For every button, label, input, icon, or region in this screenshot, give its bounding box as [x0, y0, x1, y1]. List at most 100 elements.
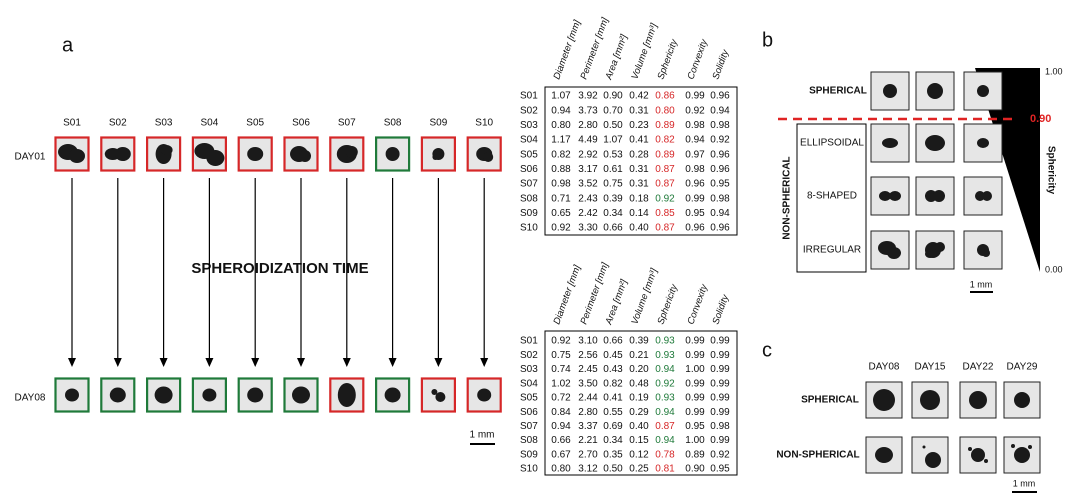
table-cell: 0.94	[685, 135, 705, 146]
spheroid	[883, 84, 897, 98]
table-cell: 0.92	[710, 449, 730, 460]
column-header: Volume [mm³]	[629, 22, 660, 81]
table-cell: 0.92	[685, 105, 705, 116]
row-label: S04	[520, 378, 538, 389]
table-cell: 0.53	[603, 149, 623, 160]
column-header: Convexity	[685, 282, 710, 326]
table-cell: 0.87	[655, 164, 675, 175]
day-label: DAY29	[1007, 362, 1038, 373]
table-cell: 0.23	[629, 120, 649, 131]
spheroid	[1014, 447, 1030, 463]
group-label: NON-SPHERICAL	[782, 156, 793, 239]
table-cell: 0.29	[629, 407, 649, 418]
arrowhead	[389, 358, 397, 367]
column-header: Solidity	[710, 292, 731, 326]
sample-label: S02	[109, 118, 127, 129]
table-cell: 0.94	[655, 364, 675, 375]
table-cell: 0.94	[551, 105, 571, 116]
row-label: NON-SPHERICAL	[776, 450, 859, 461]
table-cell: 1.00	[685, 435, 705, 446]
spheroid	[923, 446, 926, 449]
arrowhead	[251, 358, 259, 367]
day-label: DAY15	[915, 362, 946, 373]
spheroid	[1028, 445, 1032, 449]
table-cell: 0.84	[551, 407, 571, 418]
table-cell: 0.90	[685, 464, 705, 475]
table-cell: 0.80	[655, 105, 675, 116]
spheroid	[977, 85, 989, 97]
table-cell: 0.82	[551, 149, 571, 160]
table-cell: 3.30	[578, 223, 598, 234]
column-header: Solidity	[710, 47, 731, 81]
table-cell: 0.19	[629, 393, 649, 404]
spheroid	[477, 389, 491, 402]
table-cell: 3.17	[578, 164, 598, 175]
spheroid	[206, 150, 224, 166]
spheroid	[982, 249, 990, 257]
table-cell: 0.39	[629, 336, 649, 347]
table-cell: 0.92	[655, 378, 675, 389]
row-label: S07	[520, 179, 538, 190]
table-cell: 0.92	[551, 336, 571, 347]
table-cell: 0.82	[603, 378, 623, 389]
spheroid	[386, 147, 400, 161]
spheroid	[338, 383, 356, 407]
table-cell: 0.75	[603, 179, 623, 190]
table-cell: 0.96	[685, 179, 705, 190]
row-label: S07	[520, 421, 538, 432]
scale-label: 1 mm	[1013, 478, 1036, 488]
arrowhead	[297, 358, 305, 367]
table-cell: 0.99	[710, 364, 730, 375]
table-cell: 2.44	[578, 393, 598, 404]
table-cell: 0.96	[710, 164, 730, 175]
table-cell: 0.80	[551, 120, 571, 131]
panel-label: c	[762, 339, 772, 361]
table-cell: 0.94	[655, 407, 675, 418]
table-cell: 0.48	[629, 378, 649, 389]
spheroid	[873, 389, 895, 411]
table-cell: 0.40	[629, 421, 649, 432]
table-cell: 0.75	[551, 350, 571, 361]
table-cell: 0.99	[710, 378, 730, 389]
spheroid	[971, 448, 985, 462]
table-cell: 0.98	[551, 179, 571, 190]
table-cell: 0.15	[629, 435, 649, 446]
spheroid	[969, 391, 987, 409]
row-label: S09	[520, 208, 538, 219]
spheroid	[887, 247, 901, 259]
row-label: SPHERICAL	[809, 86, 867, 97]
table-cell: 0.28	[629, 149, 649, 160]
table-cell: 0.99	[710, 393, 730, 404]
row-label: S01	[520, 336, 538, 347]
row-label: IRREGULAR	[803, 245, 861, 256]
table-cell: 0.92	[710, 135, 730, 146]
spheroid	[65, 389, 79, 402]
table-cell: 2.43	[578, 193, 598, 204]
table-cell: 0.99	[685, 407, 705, 418]
scale-label: 1 mm	[970, 279, 993, 289]
spheroid	[299, 150, 311, 162]
arrowhead	[480, 358, 488, 367]
column-header: Diameter [mm]	[551, 18, 583, 81]
table-cell: 0.89	[685, 449, 705, 460]
table-cell: 2.42	[578, 208, 598, 219]
spheroid	[984, 459, 988, 463]
row-label: S02	[520, 105, 538, 116]
axis-label: Sphericity	[1045, 146, 1056, 195]
table-cell: 3.12	[578, 464, 598, 475]
table-cell: 0.92	[551, 223, 571, 234]
day-label: DAY08	[15, 393, 46, 404]
figure: a SPHEROIDIZATION TIME 1 mm b NON-SPHERI…	[0, 0, 1072, 498]
table-cell: 0.87	[655, 223, 675, 234]
annotation: SPHEROIDIZATION TIME	[191, 260, 368, 277]
table-cell: 0.40	[629, 223, 649, 234]
day-label: DAY08	[869, 362, 900, 373]
column-header: Convexity	[685, 37, 710, 81]
table-cell: 0.80	[551, 464, 571, 475]
spheroid	[882, 138, 898, 148]
table-cell: 1.02	[551, 378, 571, 389]
table-cell: 0.65	[551, 208, 571, 219]
table-cell: 0.18	[629, 193, 649, 204]
spheroid	[927, 83, 943, 99]
table-cell: 0.99	[685, 350, 705, 361]
